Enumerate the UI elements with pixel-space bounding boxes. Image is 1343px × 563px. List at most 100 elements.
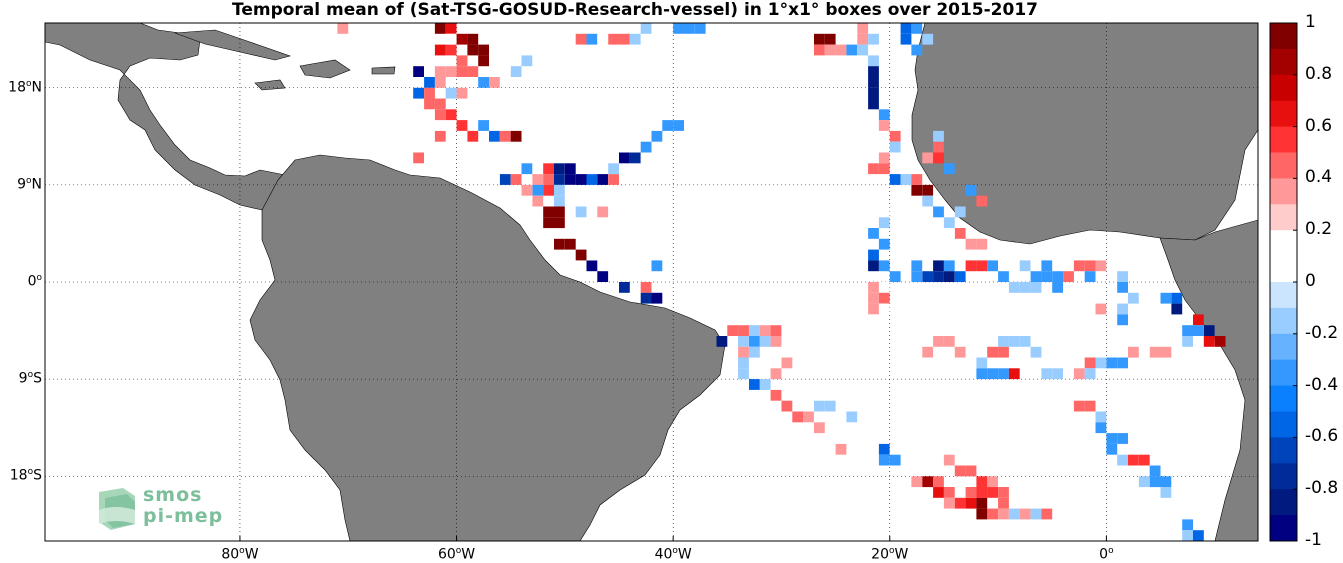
data-box [434,98,446,110]
data-box [998,271,1009,282]
data-box [456,66,468,77]
data-box [998,346,1009,358]
data-box [976,476,988,488]
data-box [857,33,869,45]
axis-ticks [239,536,1107,541]
data-box [1030,271,1042,282]
data-box [889,454,901,466]
data-box [1160,487,1172,498]
degree-symbol: o [26,78,32,89]
degree-symbol: o [27,370,34,381]
data-box [1084,357,1096,369]
data-box [543,163,554,175]
data-box [1138,292,1150,304]
data-box [954,465,966,477]
data-box [1084,260,1096,272]
colorbar-tick-label: -0.4 [1305,374,1339,395]
data-box [933,271,944,282]
data-box [1095,260,1107,272]
data-box [478,77,489,88]
land-cuba [174,29,292,61]
data-box [402,55,414,67]
data-box [922,476,934,488]
colorbar-segment [1270,48,1297,76]
data-box [1138,346,1150,358]
data-box [965,465,977,477]
lat-label-hemisphere: N [31,79,42,96]
data-box [543,174,554,185]
colorbar-segment [1270,333,1297,361]
data-box [521,184,533,196]
data-box [933,206,944,218]
data-box [814,44,825,56]
colorbar-segment [1270,437,1297,464]
data-box [510,66,522,77]
data-box [1182,325,1193,336]
data-box [467,130,479,142]
data-box [608,174,619,185]
data-box [922,33,934,45]
data-box [1063,271,1074,282]
data-box [640,23,652,34]
data-box [965,497,977,509]
data-box [651,260,663,272]
data-box [857,12,868,23]
data-box [814,33,825,45]
data-box [987,487,998,498]
data-box [597,174,609,185]
data-box [554,174,565,185]
logo-text-smos: smos [143,484,203,506]
data-box [749,346,760,358]
colorbar-segment [1270,307,1297,335]
data-box [652,12,663,23]
data-box [868,98,879,110]
data-box [640,282,652,293]
data-box [868,206,879,218]
data-box [1182,336,1193,347]
data-box [868,228,879,239]
data-box [998,487,1009,498]
data-box [868,260,879,272]
data-box [1019,336,1031,347]
data-box [846,44,858,56]
colorbar-segment [1270,178,1297,205]
data-box [1041,271,1053,282]
data-box [933,487,944,498]
data-box [424,98,435,110]
data-box [1052,368,1063,380]
data-box [694,23,706,34]
data-box [943,217,955,229]
colorbar-tick-label: 0.2 [1305,219,1333,240]
data-box [911,476,923,488]
smos-pi-mep-logo: smos pi-mep [95,484,235,534]
data-box [976,357,988,369]
data-box [597,271,609,282]
data-box [1138,476,1150,488]
data-box [824,33,836,45]
data-box [1193,325,1204,336]
lat-label: 9oN [0,176,42,193]
data-box [933,152,944,164]
data-box [933,476,944,488]
colorbar-segment [1270,23,1297,50]
data-box [532,66,544,77]
data-box [954,346,966,358]
data-box [738,346,749,358]
data-box [1128,292,1139,304]
data-box [965,260,977,272]
data-box [868,66,879,77]
data-box [445,66,457,77]
data-box [1073,260,1085,272]
data-box [434,130,446,142]
data-box [878,443,890,455]
data-box [543,217,554,229]
data-box [943,163,955,175]
data-box [554,12,565,23]
data-box [770,325,782,336]
colorbar-segment [1270,152,1297,179]
lon-label: 60oW [438,546,475,563]
data-box [781,357,793,369]
data-box [749,336,760,347]
lat-label-hemisphere: S [33,370,42,387]
data-box [759,379,771,390]
